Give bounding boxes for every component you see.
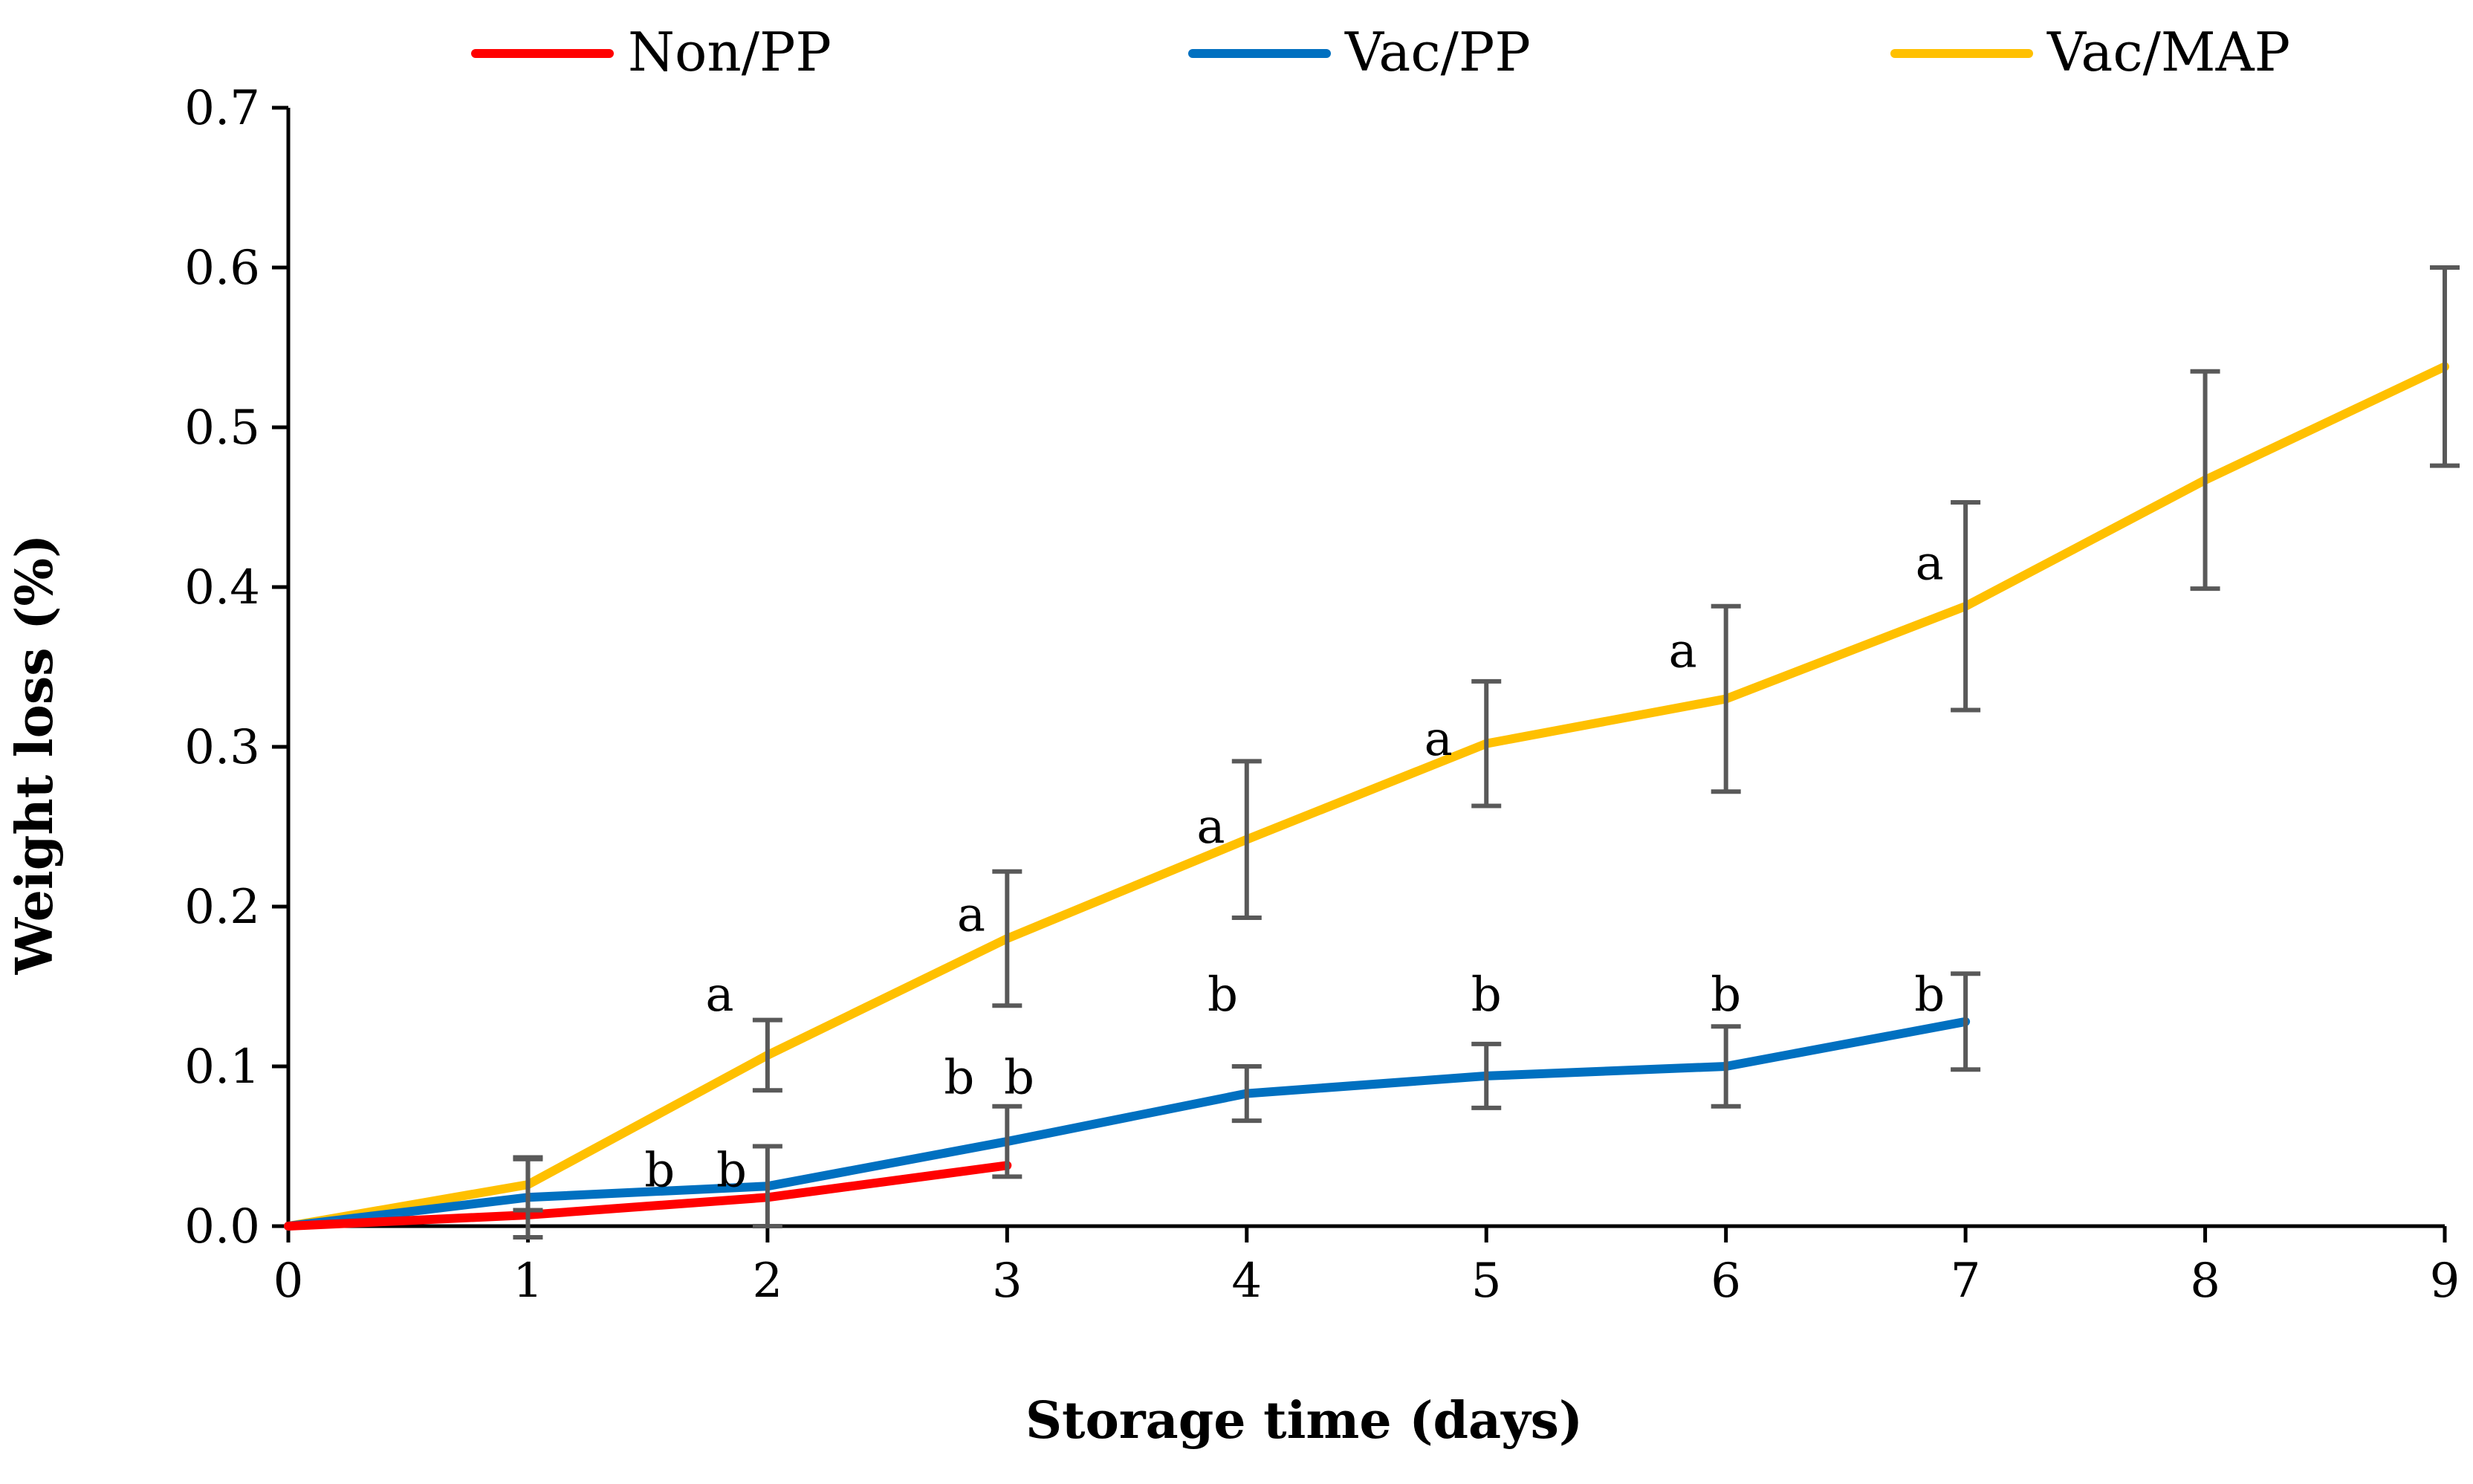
legend-label: Non/PP (628, 21, 832, 83)
x-tick-label: 5 (1471, 1254, 1502, 1309)
significance-letter: a (705, 968, 733, 1023)
significance-letter: a (957, 887, 985, 942)
series-line-vac-pp (284, 1017, 1971, 1231)
x-tick-label: 3 (992, 1254, 1022, 1309)
significance-letter: a (1196, 800, 1225, 855)
y-tick-label: 0.3 (184, 720, 260, 775)
significance-letter: b (644, 1143, 675, 1198)
series-lines (284, 362, 2449, 1231)
y-tick-label: 0.6 (184, 241, 260, 296)
y-axis-title: Weight loss (%) (5, 534, 65, 975)
significance-letter: a (1916, 536, 1944, 591)
significance-letter: a (1669, 624, 1697, 679)
series-line-non-pp (284, 1161, 1012, 1231)
significance-letter: b (944, 1051, 974, 1106)
x-tick-label: 4 (1231, 1254, 1262, 1309)
x-tick-label: 2 (753, 1254, 783, 1309)
y-tick-label: 0.4 (184, 560, 260, 615)
y-tick-label: 0.2 (184, 880, 260, 935)
axes: 0.0 0.1 0.2 0.3 0.4 0.5 0.6 0.7 0 1 2 3 4 5 6 7 8 9 (184, 81, 2460, 1309)
x-axis-title: Storage time (days) (1025, 1391, 1583, 1451)
x-tick-label: 0 (273, 1254, 304, 1309)
x-tick-label: 8 (2190, 1254, 2220, 1309)
x-tick-label: 6 (1711, 1254, 1741, 1309)
y-tick-label: 0.1 (184, 1040, 260, 1095)
series-line-vac-map (284, 362, 2449, 1231)
significance-letter: b (716, 1143, 747, 1198)
significance-letter: a (1425, 712, 1453, 767)
legend-label: Vac/MAP (2046, 21, 2290, 83)
significance-letter: b (1471, 968, 1502, 1023)
y-tick-label: 0.5 (184, 401, 260, 456)
x-tick-label: 9 (2430, 1254, 2460, 1309)
legend: Non/PP Vac/PP Vac/MAP (471, 21, 2290, 83)
error-bars (513, 265, 2460, 1240)
significance-letter: b (1914, 968, 1945, 1023)
significance-letter: b (1711, 968, 1741, 1023)
x-tick-label: 7 (1951, 1254, 1981, 1309)
y-tick-label: 0.7 (184, 81, 260, 136)
legend-label: Vac/PP (1344, 21, 1531, 83)
significance-letter: b (1208, 968, 1238, 1023)
x-tick-label: 1 (513, 1254, 543, 1309)
y-tick-label: 0.0 (184, 1199, 260, 1254)
significance-letter: b (1004, 1051, 1034, 1106)
